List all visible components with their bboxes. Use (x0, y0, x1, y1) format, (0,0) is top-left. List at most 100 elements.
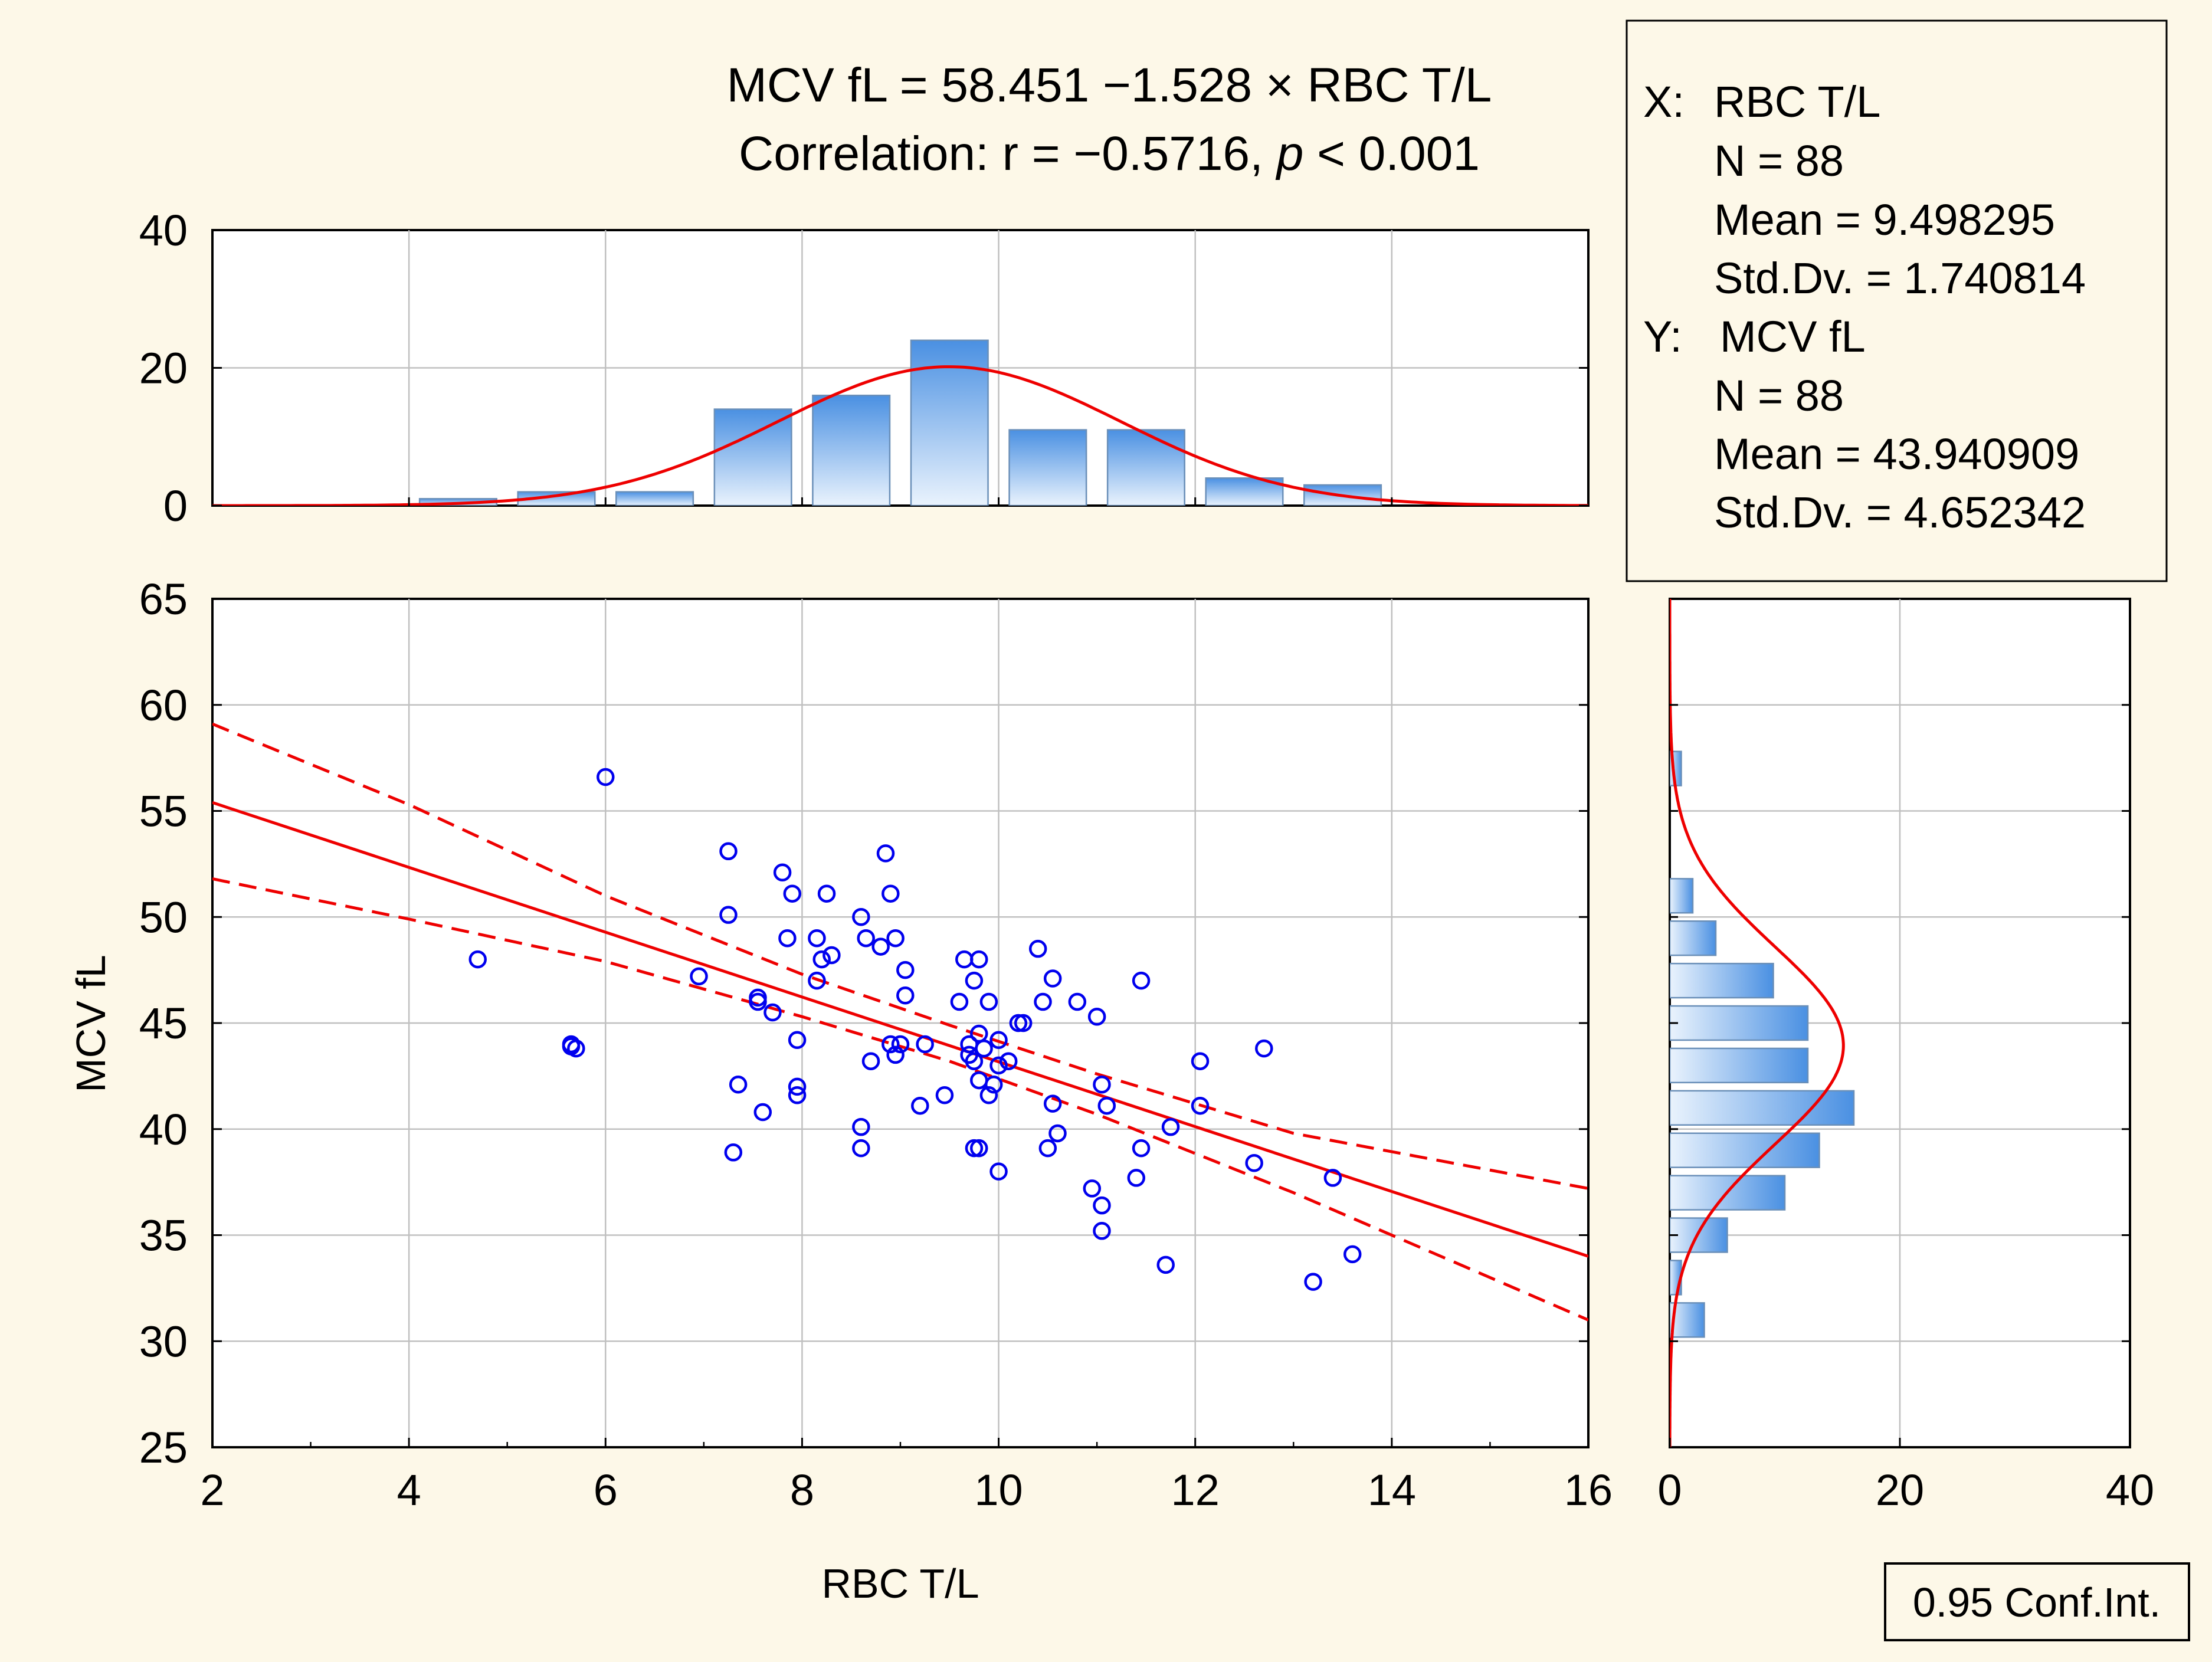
scatter-point (597, 768, 615, 786)
scatter-point (896, 986, 915, 1005)
scatter-point (979, 1086, 998, 1104)
y-axis-label: MCV fL (68, 955, 114, 1092)
scatter-point (861, 1052, 880, 1070)
stats-box: X: RBC T/L N = 88 Mean = 9.498295 Std.Dv… (1626, 19, 2168, 582)
scatter-point (1132, 971, 1151, 990)
scatter-point (979, 992, 998, 1011)
scatter-point (916, 1035, 934, 1054)
scatter-point (984, 1076, 1003, 1094)
scatter-point (719, 842, 738, 861)
scatter-y-tick-label: 35 (139, 1211, 188, 1260)
scatter-point (749, 992, 767, 1011)
legend-label: 0.95 Conf.Int. (1913, 1579, 2161, 1625)
scatter-point (999, 1052, 1018, 1070)
y-histogram-bar (1670, 1047, 1809, 1084)
y-histogram-x-tick-label: 40 (2106, 1466, 2154, 1515)
scatter-y-tick-label: 40 (139, 1105, 188, 1154)
scatter-point (1343, 1245, 1362, 1264)
scatter-point (852, 1139, 870, 1158)
scatter-point (891, 1035, 910, 1054)
scatter-point (965, 971, 984, 990)
scatter-point (1068, 992, 1087, 1011)
legend-frame (1884, 1562, 2190, 1641)
scatter-point (1093, 1196, 1111, 1215)
y-histogram-bar (1670, 878, 1694, 914)
scatter-point (773, 863, 792, 882)
legend: 0.95 Conf.Int. (1884, 1562, 2190, 1641)
scatter-point (719, 906, 738, 924)
scatter-point (1097, 1096, 1116, 1115)
stats-x-n: N = 88 (1714, 136, 1844, 185)
stats-x-sd: Std.Dv. = 1.740814 (1714, 254, 2086, 303)
y-histogram-bar (1670, 1132, 1820, 1168)
x-histogram-bar (1008, 429, 1087, 506)
x-histogram-panel: 0 20 40 (139, 206, 1590, 530)
scatter-point (724, 1143, 743, 1162)
scatter-x-tick-label: 6 (594, 1466, 618, 1515)
scatter-point (1034, 992, 1052, 1011)
scatter-point (822, 946, 841, 965)
chart-title-line2: Correlation: r = −0.5716, p < 0.001 (739, 127, 1480, 181)
scatter-point (1009, 1014, 1028, 1032)
scatter-point (881, 884, 900, 903)
stats-box-frame (1626, 19, 2168, 582)
x-histogram-bar (812, 394, 891, 506)
scatter-point (788, 1077, 807, 1096)
scatter-point (896, 961, 915, 979)
scatter-x-tick-label: 14 (1368, 1466, 1416, 1515)
scatter-point (876, 844, 895, 863)
scatter-point (1043, 969, 1062, 988)
scatter-y-tick-label: 25 (139, 1423, 188, 1472)
scatter-point (1038, 1139, 1057, 1158)
scatter-point (1087, 1007, 1106, 1026)
scatter-point (763, 1003, 782, 1022)
scatter-point (1127, 1169, 1146, 1187)
scatter-point (871, 937, 890, 956)
x-histogram-bar (910, 339, 989, 506)
scatter-point (950, 992, 969, 1011)
stats-x-header: X: (1643, 77, 1685, 126)
scatter-point (1014, 1014, 1033, 1032)
scatter-point (886, 1045, 905, 1064)
scatter-point (852, 1117, 870, 1136)
scatter-point (1245, 1154, 1263, 1172)
scatter-x-tick-label: 10 (974, 1466, 1023, 1515)
scatter-point (808, 929, 826, 948)
scatter-point (1323, 1169, 1342, 1187)
scatter-point (989, 1162, 1008, 1181)
regression-line (212, 801, 1588, 1258)
scatter-point (935, 1086, 954, 1104)
scatter-point (690, 967, 708, 986)
scatter-point (1132, 1139, 1151, 1158)
scatter-point (911, 1096, 929, 1115)
x-histogram-normal-curve (212, 365, 1588, 506)
scatter-y-tick-label: 30 (139, 1317, 188, 1366)
y-histogram-x-tick-label: 0 (1657, 1466, 1682, 1515)
scatter-point (857, 929, 875, 948)
x-histogram-bar (713, 408, 792, 506)
scatter-point (965, 1052, 984, 1070)
scatter-point (1093, 1222, 1111, 1240)
x-axis-label: RBC T/L (821, 1561, 979, 1607)
scatter-point (989, 1031, 1008, 1050)
scatter-x-tick-label: 12 (1171, 1466, 1220, 1515)
scatter-panel: 2 4 6 8 10 12 14 16 25 30 35 40 45 50 55 60 65 (139, 575, 1613, 1515)
y-histogram-bar (1670, 1090, 1855, 1126)
scatter-point (788, 1086, 807, 1104)
scatter-point (788, 1031, 807, 1050)
scatter-point (753, 1103, 772, 1122)
stats-y-sd: Std.Dv. = 4.652342 (1714, 488, 2086, 537)
scatter-point (970, 1139, 988, 1158)
x-histogram-y-tick-label: 0 (163, 481, 188, 530)
scatter-point (975, 1039, 993, 1058)
scatter-point (1028, 939, 1047, 958)
scatter-y-tick-label: 45 (139, 999, 188, 1048)
stats-y-n: N = 88 (1714, 371, 1844, 420)
scatter-point (1093, 1076, 1111, 1094)
x-histogram-y-tick-label: 40 (139, 206, 188, 255)
scatter-x-tick-label: 8 (790, 1466, 814, 1515)
scatter-point (808, 971, 826, 990)
scatter-point (881, 1035, 900, 1054)
x-histogram-bar (1106, 429, 1185, 506)
scatter-point (1304, 1273, 1322, 1291)
